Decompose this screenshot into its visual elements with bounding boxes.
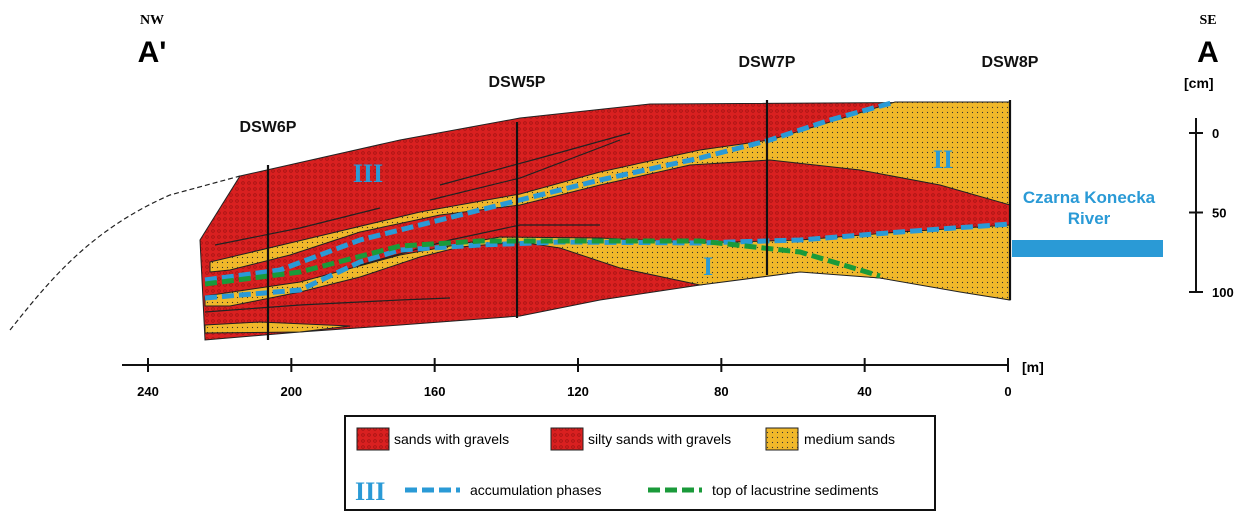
boreholes [266, 100, 1012, 340]
direction: SE [1199, 13, 1216, 28]
medium-sands-upper [209, 101, 1011, 273]
section-end: A' [138, 36, 167, 69]
x-tick-label: 120 [567, 384, 589, 399]
x-tick-label: 80 [714, 384, 728, 399]
x-tick-label: 0 [1004, 384, 1011, 399]
depth-unit: [cm] [1184, 75, 1214, 91]
borehole-label: DSW8P [982, 54, 1039, 71]
medium-sands-lens [204, 321, 351, 334]
legend-box [344, 415, 936, 511]
river-label: Czarna Konecka River [1022, 188, 1156, 228]
depth-tick-label: 100 [1212, 285, 1234, 300]
legend-label: top of lacustrine sediments [712, 482, 879, 498]
x-unit: [m] [1022, 359, 1044, 375]
legend-label: medium sands [804, 431, 895, 447]
phase-label: II [933, 145, 953, 174]
borehole-label: DSW5P [489, 74, 546, 91]
borehole-label: DSW6P [240, 119, 297, 136]
legend-label: sands with gravels [394, 431, 509, 447]
x-tick-label: 40 [857, 384, 871, 399]
borehole-label: DSW7P [739, 54, 796, 71]
lacustrine-line [204, 238, 881, 287]
legend-swatch [550, 427, 584, 451]
x-tick-label: 160 [424, 384, 446, 399]
legend-symbol: III [355, 477, 385, 506]
section-end: A [1197, 36, 1219, 69]
accumulation-line [204, 99, 896, 283]
legend-label: silty sands with gravels [588, 431, 731, 447]
direction: NW [140, 13, 164, 28]
x-tick-label: 200 [280, 384, 302, 399]
accumulation-line [204, 221, 1011, 301]
legend-swatch [356, 427, 390, 451]
legend-swatch [765, 427, 799, 451]
river [1012, 240, 1163, 257]
terrain-line [9, 175, 241, 331]
layer-lines [204, 132, 631, 313]
depth-tick-label: 50 [1212, 206, 1226, 221]
legend-label: accumulation phases [470, 482, 602, 498]
phase-label: III [353, 159, 383, 188]
depth-tick-label: 0 [1212, 126, 1219, 141]
x-tick-label: 240 [137, 384, 159, 399]
phase-label: I [703, 252, 713, 281]
